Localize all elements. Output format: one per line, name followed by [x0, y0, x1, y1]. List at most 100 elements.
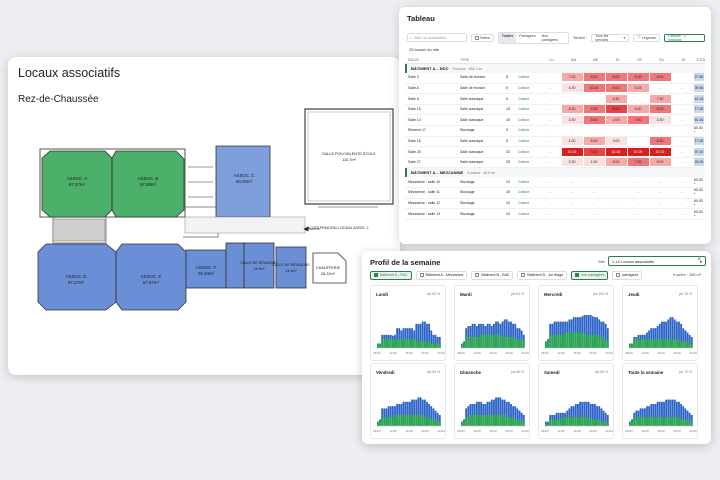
day-cell[interactable]: – — [583, 198, 605, 207]
day-cell[interactable]: – — [627, 126, 649, 135]
day-cell[interactable]: – — [627, 94, 649, 103]
day-cell[interactable]: 5.00 — [627, 73, 649, 82]
profile-filter-checkbox[interactable]: Bâtiment A - RdC — [370, 270, 412, 280]
day-cell[interactable]: – — [561, 188, 583, 197]
day-cell[interactable]: – — [671, 115, 693, 124]
table-row[interactable]: Réserve 17 Stockage 0 Culture – – – – – – –60.00 * — [405, 126, 705, 137]
room-assoc-f[interactable] — [185, 249, 227, 289]
day-cell[interactable]: 5.00 — [605, 158, 627, 167]
day-cell[interactable]: – — [539, 158, 561, 167]
day-cell[interactable]: – — [583, 209, 605, 218]
day-cell[interactable]: – — [627, 188, 649, 197]
day-cell[interactable]: 5.30 — [561, 105, 583, 114]
column-header[interactable]: VE — [637, 57, 642, 62]
day-cell[interactable]: 4.00 — [627, 105, 649, 114]
day-cell[interactable]: – — [649, 188, 671, 197]
table-row[interactable]: Salle 3 Salle de réunion 8 Culture –7.00 5.00… — [405, 73, 705, 84]
table-row[interactable]: Salle 6 Salle classique 6 Culture – – –4.30–7.… — [405, 94, 705, 105]
day-chart[interactable]: Jeudi pic 75 % 08:00 12:00 16:00 20:00 24:00 — [622, 285, 698, 361]
day-cell[interactable]: – — [671, 83, 693, 92]
table-row[interactable]: Salle A Salle de réunion 6 Culture –4.30 10.0… — [405, 83, 705, 95]
column-header[interactable]: SALLE — [408, 57, 419, 62]
seg-non-partagees[interactable]: Non partagées — [541, 33, 558, 42]
day-cell[interactable]: – — [539, 83, 561, 92]
column-header[interactable]: MA — [570, 57, 577, 62]
day-cell[interactable]: – — [605, 209, 627, 218]
seg-partagees[interactable]: Partagées — [519, 33, 536, 38]
day-cell[interactable]: – — [671, 198, 693, 207]
column-header[interactable]: LU — [549, 57, 554, 62]
day-cell[interactable]: 9.00 — [583, 147, 605, 156]
cells-chip[interactable]: Cellules · 1 marquée — [663, 33, 705, 42]
day-cell[interactable]: 8.00 — [605, 105, 627, 114]
day-cell[interactable]: – — [671, 177, 693, 186]
day-cell[interactable]: – — [605, 188, 627, 197]
table-row[interactable]: Mezzanine - salle 12 Stockage 10 Culture – – –… — [405, 198, 705, 210]
day-cell[interactable]: 7.00 — [561, 73, 583, 82]
site-select[interactable]: 1-12 Locaux associatifs ▾ — [607, 256, 706, 266]
day-cell[interactable]: – — [583, 94, 605, 103]
column-header[interactable]: JE — [615, 57, 620, 62]
day-cell[interactable]: – — [583, 188, 605, 197]
day-cell[interactable]: 10.00 — [605, 147, 627, 156]
seg-toutes[interactable]: Toutes — [498, 32, 517, 43]
day-cell[interactable]: – — [649, 177, 671, 186]
day-cell[interactable]: – — [539, 94, 561, 103]
room-assoc-d[interactable] — [37, 243, 117, 311]
day-cell[interactable]: – — [539, 105, 561, 114]
room-assoc-a[interactable] — [41, 150, 113, 218]
day-cell[interactable]: 2.30 — [561, 115, 583, 124]
day-cell[interactable]: – — [627, 198, 649, 207]
day-cell[interactable]: – — [539, 136, 561, 145]
day-cell[interactable]: 9.00 — [583, 115, 605, 124]
day-cell[interactable]: – — [605, 126, 627, 135]
table-row[interactable]: Salle 14 Salle classique 16 Culture –2.30 9.0… — [405, 115, 705, 126]
day-cell[interactable]: – — [561, 209, 583, 218]
day-cell[interactable]: 7.00 — [627, 158, 649, 167]
group-header[interactable]: BÂTIMENT A – RDC 9 locaux · 462.1 m² — [405, 64, 705, 73]
table-row[interactable]: Mezzanine - salle 11 Stockage 16 Culture – – –… — [405, 188, 705, 199]
day-cell[interactable]: – — [671, 209, 693, 218]
day-cell[interactable]: – — [583, 126, 605, 135]
filter-salles-button[interactable]: Salles — [470, 33, 494, 42]
day-cell[interactable]: – — [583, 177, 605, 186]
column-header[interactable]: DI — [681, 57, 686, 62]
day-cell[interactable]: – — [605, 198, 627, 207]
day-cell[interactable]: – — [561, 177, 583, 186]
day-cell[interactable]: 6.30 — [649, 136, 671, 145]
day-chart[interactable]: Toute la semaine pic 72 % 08:00 12:00 16:00 2… — [622, 363, 698, 439]
table-row[interactable]: Mezzanine - salle 10 Stockage 10 Culture – – –… — [405, 177, 705, 188]
day-chart[interactable]: Mardi pic 61 % 08:00 12:00 16:00 20:00 24:00 — [454, 285, 530, 361]
day-cell[interactable]: – — [539, 188, 561, 197]
day-cell[interactable]: – — [627, 136, 649, 145]
day-cell[interactable]: – — [671, 94, 693, 103]
day-cell[interactable]: – — [649, 83, 671, 92]
day-cell[interactable]: – — [671, 136, 693, 145]
day-cell[interactable]: – — [605, 177, 627, 186]
day-cell[interactable]: 4.30 — [605, 94, 627, 103]
table-row[interactable]: Salle 27 Salle classique 25 Culture –2.30 1.5… — [405, 158, 705, 169]
table-row[interactable]: Salle 25 Salle classique 23 Culture –10.00 9.… — [405, 147, 705, 158]
day-cell[interactable]: – — [561, 198, 583, 207]
service-select[interactable]: Tous les services ▾ — [591, 33, 630, 42]
profile-filter-checkbox[interactable]: Bâtiment B - RdC — [471, 270, 514, 280]
day-cell[interactable]: – — [649, 126, 671, 135]
search-input[interactable]: ⌕ Salle ou association... — [407, 33, 467, 42]
legend-button[interactable]: ⓘ Légende — [633, 33, 660, 42]
day-chart[interactable]: Vendredi pic 53 % 08:00 12:00 16:00 20:00 24:0… — [370, 363, 446, 439]
day-cell[interactable]: 2.30 — [649, 115, 671, 124]
day-cell[interactable]: – — [671, 147, 693, 156]
day-cell[interactable]: 2.30 — [561, 158, 583, 167]
profile-filter-checkbox[interactable]: Bâtiment A - Mezzanine — [415, 270, 468, 280]
share-segmented-control[interactable]: Toutes Partagées Non partagées — [497, 31, 570, 44]
day-cell[interactable]: – — [539, 209, 561, 218]
day-cell[interactable]: – — [627, 177, 649, 186]
day-cell[interactable]: – — [539, 73, 561, 82]
day-cell[interactable]: 10.00 — [649, 147, 671, 156]
column-header[interactable]: ME — [592, 57, 599, 62]
day-cell[interactable]: – — [539, 115, 561, 124]
day-cell[interactable]: – — [671, 105, 693, 114]
column-header[interactable]: TYPE — [460, 57, 470, 62]
day-cell[interactable]: – — [561, 126, 583, 135]
day-cell[interactable]: 1.50 — [583, 158, 605, 167]
